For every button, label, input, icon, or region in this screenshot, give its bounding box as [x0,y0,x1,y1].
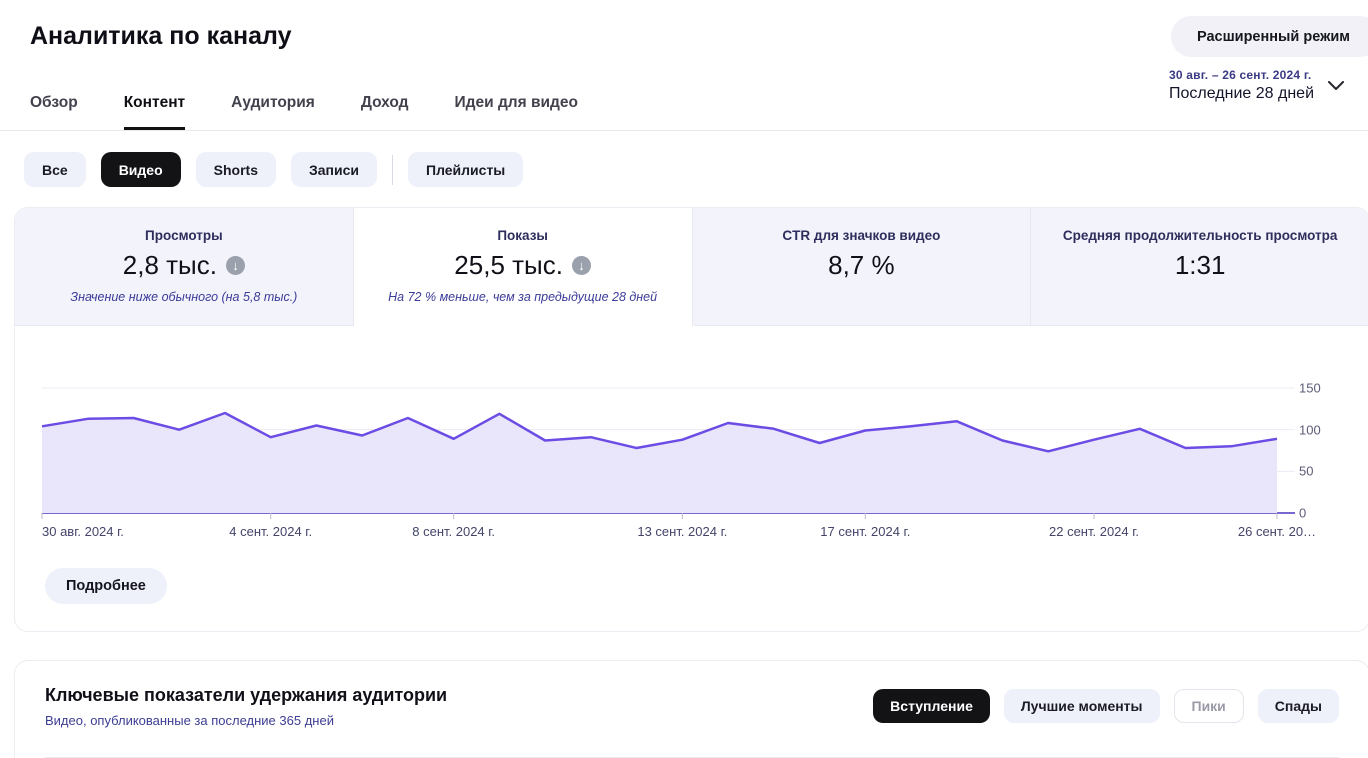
metric-strip: Просмотры 2,8 тыс. ↓ Значение ниже обычн… [15,208,1368,326]
metric-card-avg-view-duration[interactable]: Средняя продолжительность просмотра 1:31 [1031,208,1368,326]
chip-posts[interactable]: Записи [290,152,377,187]
metric-note: На 72 % меньше, чем за предыдущие 28 дне… [388,290,658,304]
date-range-value: 30 авг. – 26 сент. 2024 г. [1169,68,1312,82]
metric-label: Просмотры [145,228,223,243]
metric-label: Показы [497,228,548,243]
x-tick-label: 13 сент. 2024 г. [637,524,728,539]
analytics-card: Просмотры 2,8 тыс. ↓ Значение ниже обычн… [14,207,1368,632]
metric-value: 2,8 тыс. [122,250,217,280]
metric-value: 1:31 [1174,250,1226,280]
segment-button-dips[interactable]: Спады [1257,689,1339,723]
metric-value: 8,7 % [828,250,895,280]
metric-value: 25,5 тыс. [454,250,563,280]
retention-card: Ключевые показатели удержания аудитории … [14,660,1368,758]
page-title: Аналитика по каналу [30,22,292,50]
chip-all[interactable]: Все [24,152,86,187]
down-arrow-icon: ↓ [225,256,245,275]
trend-area-chart [41,387,1295,519]
tab-bar: Обзор Контент Аудитория Доход Идеи для в… [30,94,578,130]
segment-button-top-moments[interactable]: Лучшие моменты [1003,689,1160,723]
metric-note: Значение ниже обычного (на 5,8 тыс.) [70,290,298,304]
date-preset-label: Последние 28 дней [1169,85,1314,102]
chip-shorts[interactable]: Shorts [195,152,276,187]
x-tick-label: 8 сент. 2024 г. [412,524,496,539]
metric-card-ctr[interactable]: CTR для значков видео 8,7 % [692,208,1032,326]
tab-revenue[interactable]: Доход [360,94,409,111]
tab-content[interactable]: Контент [123,94,186,130]
details-button[interactable]: Подробнее [45,568,167,604]
content-filter-chips: Все Видео Shorts Записи Плейлисты [24,152,524,187]
segment-button-spikes[interactable]: Пики [1173,689,1244,723]
y-tick-label: 0 [1299,505,1307,521]
chip-video[interactable]: Видео [100,152,181,187]
x-tick-label: 22 сент. 2024 г. [1049,524,1140,539]
x-tick-label: 17 сент. 2024 г. [820,524,911,539]
tab-overview[interactable]: Обзор [30,94,78,111]
chevron-down-icon [1328,80,1344,90]
tab-audience[interactable]: Аудитория [231,94,315,111]
tab-video-ideas[interactable]: Идеи для видео [454,94,578,111]
x-tick-label: 26 сент. 20… [1237,524,1317,539]
segment-button-intro[interactable]: Вступление [873,689,990,723]
down-arrow-icon: ↓ [571,256,591,275]
y-tick-label: 150 [1299,380,1321,396]
y-tick-label: 100 [1299,422,1321,438]
header-divider [0,130,1368,131]
advanced-mode-button[interactable]: Расширенный режим [1170,16,1368,57]
retention-subtitle: Видео, опубликованные за последние 365 д… [45,713,334,728]
metric-label: Средняя продолжительность просмотра [1062,228,1338,243]
retention-segment-buttons: Вступление Лучшие моменты Пики Спады [873,689,1339,723]
date-range-texts: 30 авг. – 26 сент. 2024 г. Последние 28 … [1169,68,1314,103]
metric-card-views[interactable]: Просмотры 2,8 тыс. ↓ Значение ниже обычн… [15,208,354,326]
chip-playlists[interactable]: Плейлисты [408,152,524,187]
y-tick-label: 50 [1299,463,1314,479]
retention-title: Ключевые показатели удержания аудитории [45,685,448,705]
chip-divider [392,154,393,185]
date-range-picker[interactable]: 30 авг. – 26 сент. 2024 г. Последние 28 … [1169,68,1344,103]
metric-card-impressions[interactable]: Показы 25,5 тыс. ↓ На 72 % меньше, чем з… [353,208,693,326]
x-tick-label: 4 сент. 2024 г. [229,524,313,539]
x-tick-label: 30 авг. 2024 г. [42,524,124,539]
metric-label: CTR для значков видео [782,228,941,243]
